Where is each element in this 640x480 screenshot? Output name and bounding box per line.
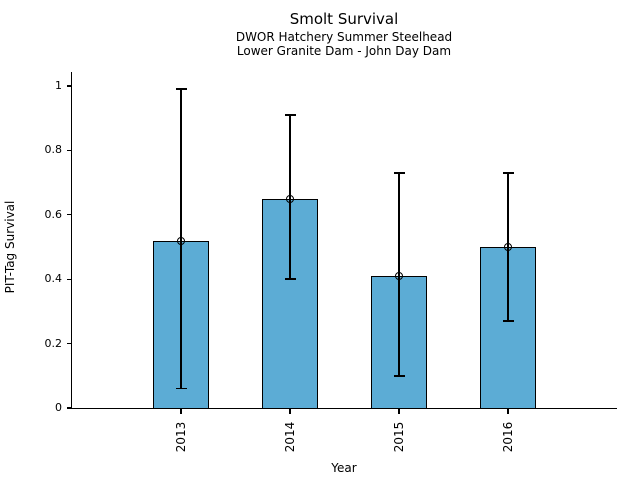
point-marker	[395, 271, 403, 280]
chart-title: Smolt Survival	[289, 10, 399, 28]
y-tick-mark	[66, 278, 72, 280]
y-tick-mark	[66, 343, 72, 345]
y-tick-mark	[66, 407, 72, 409]
chart-subtitle-line1: DWOR Hatchery Summer Steelhead	[235, 30, 453, 44]
y-axis-line	[70, 72, 72, 409]
x-tick-label: 2013	[174, 421, 188, 453]
y-tick-mark	[66, 149, 72, 151]
x-tick-mark	[398, 409, 400, 414]
y-tick-label: 0.6	[44, 207, 63, 221]
y-tick-label: 0.2	[44, 336, 63, 350]
error-bar-cap-top	[284, 114, 296, 116]
y-tick-label: 0.4	[44, 272, 63, 286]
x-axis-title: Year	[331, 461, 357, 475]
x-tick-label: 2014	[283, 421, 297, 453]
y-tick-label: 0	[55, 401, 62, 414]
y-tick-mark	[66, 214, 72, 216]
error-bar-cap-top	[393, 172, 405, 174]
error-bar-cap-top	[502, 172, 514, 174]
x-tick-label: 2015	[392, 421, 406, 453]
error-bar-cap-bottom	[175, 387, 187, 390]
x-axis-line	[70, 408, 617, 410]
error-bar-cap-top	[175, 88, 187, 90]
error-bar-cap-bottom	[502, 320, 514, 322]
y-tick-mark	[66, 85, 72, 87]
x-tick-label: 2016	[501, 421, 515, 453]
x-tick-mark	[180, 409, 182, 414]
point-marker	[177, 236, 185, 245]
x-tick-mark	[289, 409, 291, 414]
error-bar-cap-bottom	[284, 278, 296, 280]
y-tick-label: 0.8	[44, 143, 63, 157]
y-axis-title: PIT-Tag Survival	[3, 200, 17, 294]
error-bar-cap-bottom	[393, 375, 405, 377]
point-marker	[286, 194, 294, 203]
bar-2016	[480, 247, 536, 409]
point-marker	[504, 243, 512, 251]
chart-subtitle-line2: Lower Granite Dam - John Day Dam	[236, 44, 452, 58]
y-tick-label: 1	[55, 79, 62, 92]
x-tick-mark	[507, 409, 509, 414]
